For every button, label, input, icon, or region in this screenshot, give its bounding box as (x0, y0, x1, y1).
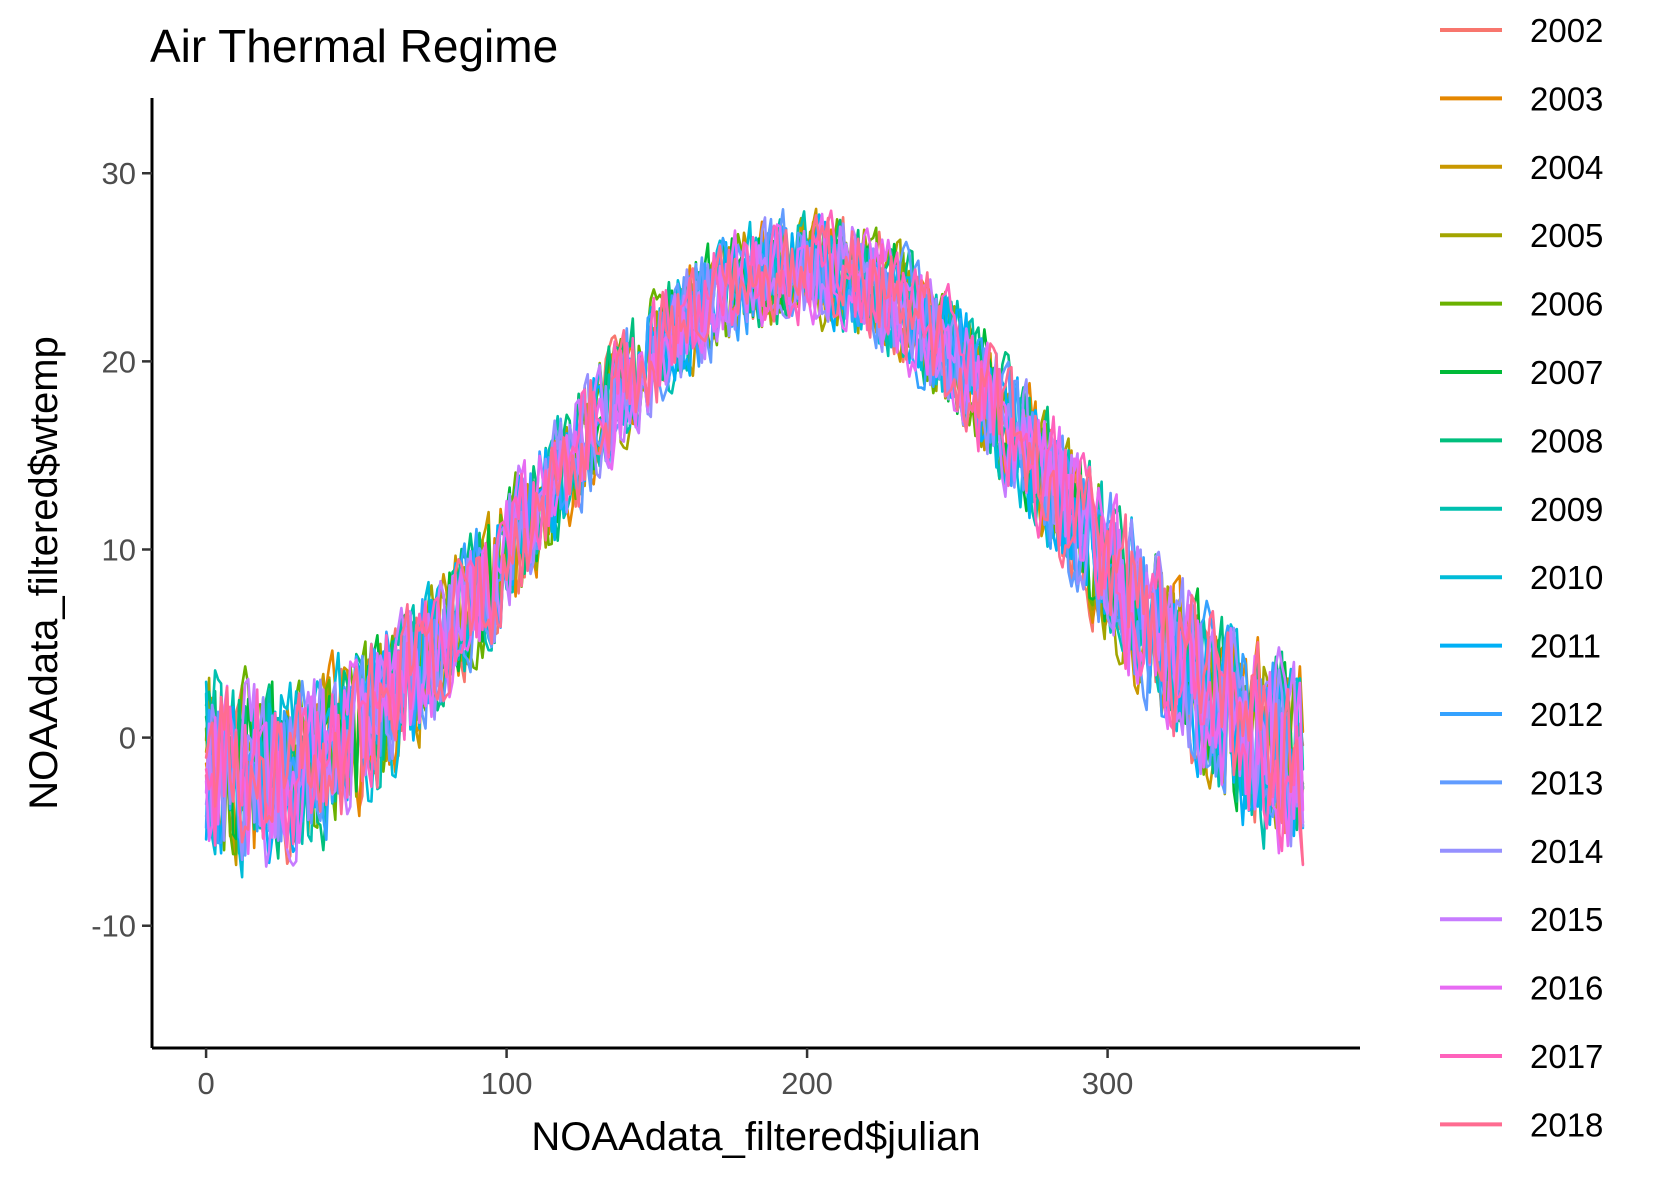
legend-label: 2005 (1530, 217, 1603, 254)
legend-label: 2015 (1530, 901, 1603, 938)
series-line-2018 (204, 214, 1305, 866)
legend-label: 2010 (1530, 559, 1603, 596)
legend-label: 2012 (1530, 696, 1603, 733)
y-axis-ticks: -10 0 10 20 30 (91, 156, 152, 944)
legend-label: 2003 (1530, 80, 1603, 117)
chart-title: Air Thermal Regime (150, 20, 558, 72)
y-tick-label: 20 (102, 344, 136, 379)
legend-label: 2007 (1530, 354, 1603, 391)
x-axis-title: NOAAdata_filtered$julian (531, 1115, 980, 1159)
y-tick-label: 10 (102, 532, 136, 567)
y-tick-label: -10 (91, 909, 136, 944)
x-axis-ticks: 0 100 200 300 (197, 1048, 1133, 1101)
legend-label: 2004 (1530, 149, 1603, 186)
legend-label: 2009 (1530, 491, 1603, 528)
legend-label: 2013 (1530, 764, 1603, 801)
legend-label: 2006 (1530, 286, 1603, 323)
series-layer (204, 207, 1305, 879)
x-tick-label: 300 (1082, 1066, 1134, 1101)
legend-label: 2018 (1530, 1106, 1603, 1143)
legend: 2002 2003 2004 2005 2006 2007 2008 2009 2010 2011… (1440, 12, 1603, 1143)
legend-label: 2011 (1530, 628, 1601, 665)
legend-label: 2017 (1530, 1038, 1603, 1075)
x-tick-label: 100 (481, 1066, 533, 1101)
legend-label: 2014 (1530, 833, 1603, 870)
legend-label: 2016 (1530, 970, 1603, 1007)
x-tick-label: 200 (781, 1066, 833, 1101)
y-tick-label: 0 (119, 721, 136, 756)
y-tick-label: 30 (102, 156, 136, 191)
legend-label: 2002 (1530, 12, 1603, 49)
x-tick-label: 0 (197, 1066, 214, 1101)
legend-label: 2008 (1530, 422, 1603, 459)
y-axis-title: NOAAdata_filtered$wtemp (22, 336, 66, 810)
